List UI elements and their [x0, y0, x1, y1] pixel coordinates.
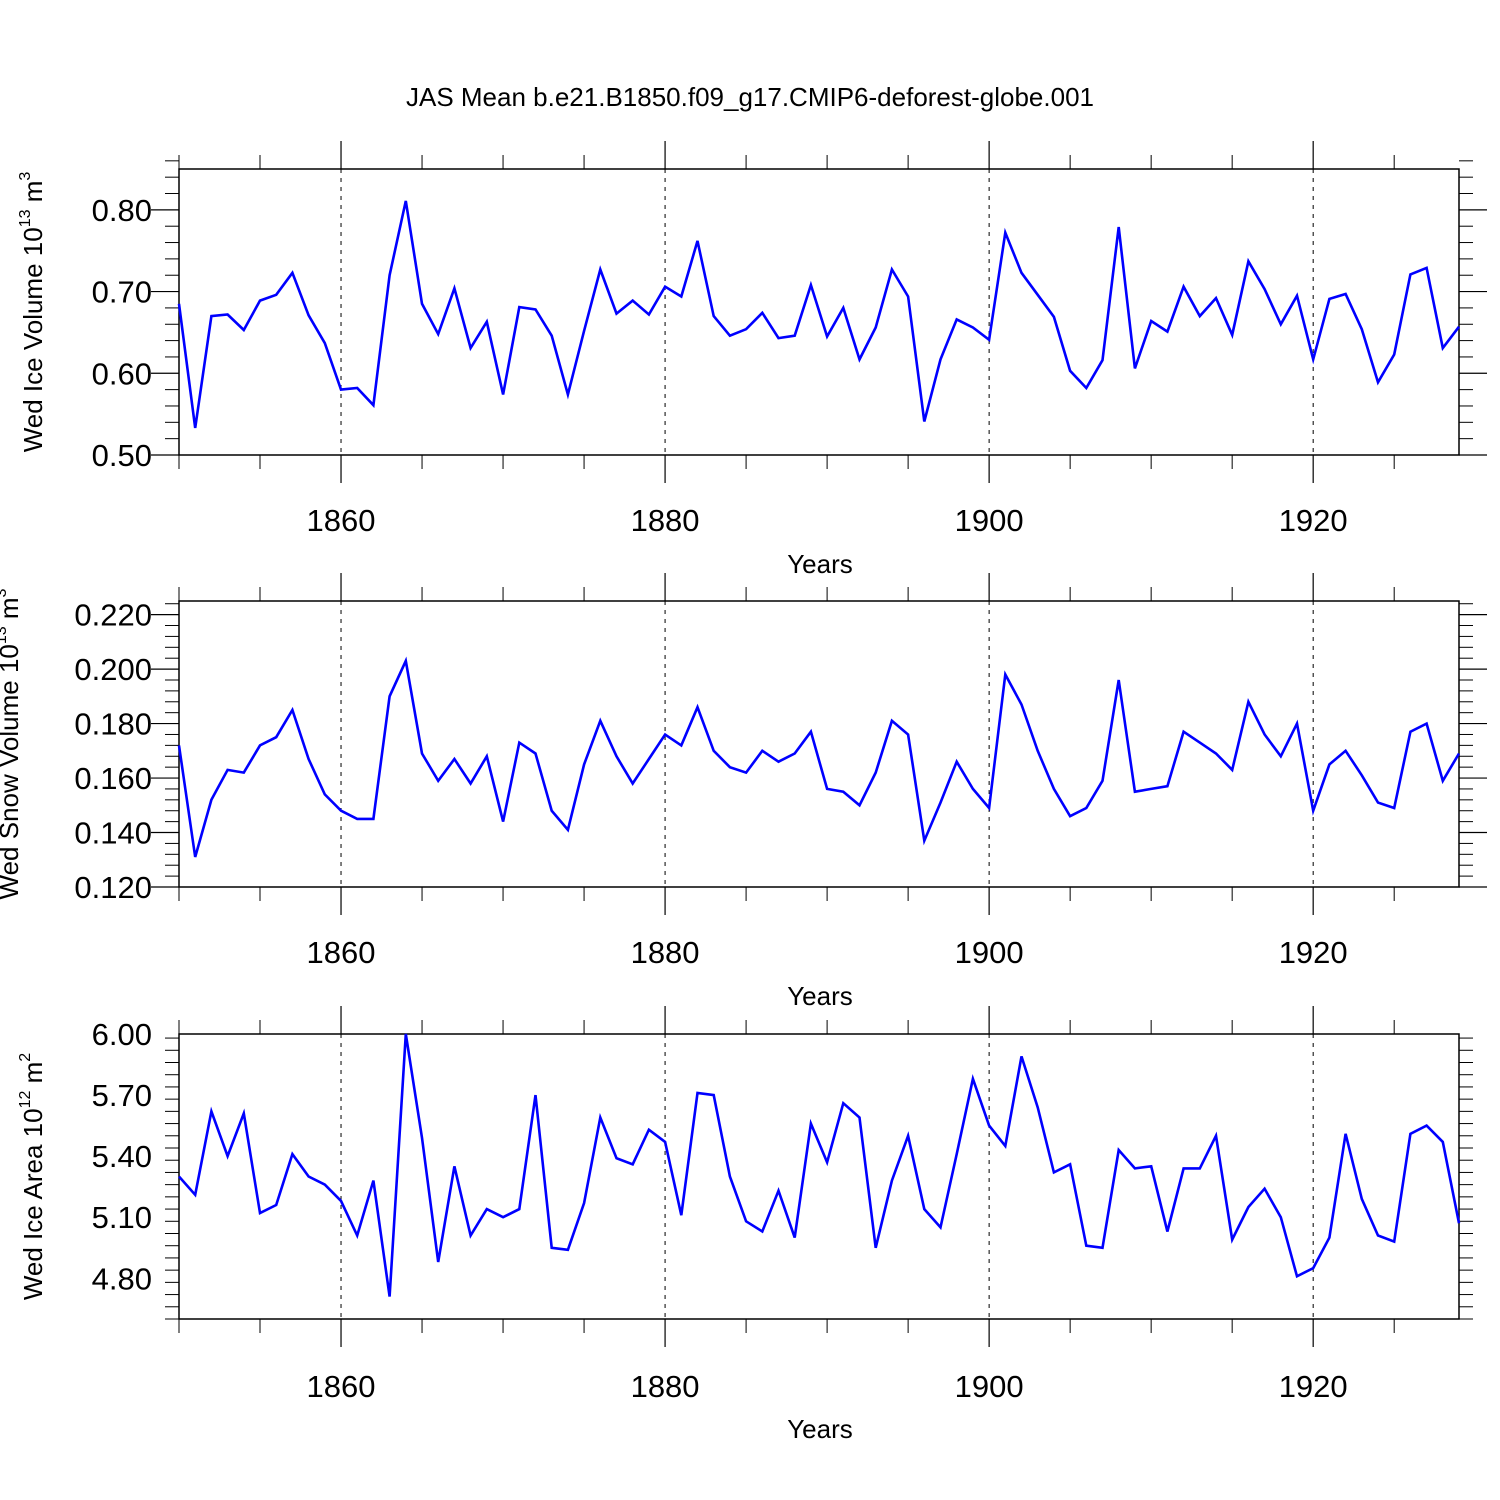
y-tick-label: 0.120 — [74, 870, 152, 905]
x-tick-label: 1860 — [307, 1369, 376, 1404]
y-tick-label: 0.50 — [92, 438, 152, 473]
panels: 1860 1880 1900 1920 0.50 0.60 0.70 0.80 Years Wed… — [0, 141, 1487, 1444]
y-tick-label: 0.70 — [92, 275, 152, 310]
y-tick-label: 5.70 — [92, 1078, 152, 1113]
y-tick-label: 0.60 — [92, 356, 152, 391]
y-tick-label: 4.80 — [92, 1261, 152, 1296]
panel-2: 1860 1880 1900 1920 0.120 0.140 0.160 0.180 0.20… — [0, 573, 1487, 1011]
y-axis-label: Wed Ice Volume 1013 m3 — [17, 172, 48, 453]
plot-frame — [178, 600, 1460, 888]
x-axis-label: Years — [787, 981, 853, 1011]
y-tick-label: 0.180 — [74, 707, 152, 742]
x-tick-label: 1860 — [307, 935, 376, 970]
figure-title: JAS Mean b.e21.B1850.f09_g17.CMIP6-defor… — [406, 82, 1094, 112]
x-tick-label: 1920 — [1279, 503, 1348, 538]
x-tick-label: 1880 — [631, 935, 700, 970]
x-tick-label: 1900 — [955, 935, 1024, 970]
x-tick-label: 1920 — [1279, 935, 1348, 970]
plot-frame — [178, 1033, 1460, 1320]
series-line-1 — [177, 656, 1461, 858]
y-tick-label: 0.80 — [92, 193, 152, 228]
y-axis-label: Wed Snow Volume 1013 m3 — [0, 588, 24, 899]
y-tick-label: 6.00 — [92, 1017, 152, 1052]
x-axis-label: Years — [787, 1414, 853, 1444]
x-tick-label: 1920 — [1279, 1369, 1348, 1404]
panel-3: 1860 1880 1900 1920 4.80 5.10 5.40 5.70 6.00 Year… — [17, 1006, 1473, 1444]
x-tick-label: 1880 — [631, 1369, 700, 1404]
x-tick-label: 1860 — [307, 503, 376, 538]
y-tick-label: 0.200 — [74, 652, 152, 687]
series-line-1 — [177, 200, 1461, 429]
x-tick-label: 1880 — [631, 503, 700, 538]
y-tick-label: 0.140 — [74, 816, 152, 851]
y-tick-label: 0.220 — [74, 598, 152, 633]
series-line-1 — [178, 1033, 1461, 1297]
x-axis-label: Years — [787, 549, 853, 579]
y-tick-label: 5.10 — [92, 1200, 152, 1235]
x-tick-label: 1900 — [955, 1369, 1024, 1404]
x-tick-label: 1900 — [955, 503, 1024, 538]
panel-1: 1860 1880 1900 1920 0.50 0.60 0.70 0.80 Years Wed… — [17, 141, 1487, 579]
y-axis-label: Wed Ice Area 1012 m2 — [17, 1053, 48, 1300]
y-tick-label: 5.40 — [92, 1139, 152, 1174]
y-tick-label: 0.160 — [74, 761, 152, 796]
